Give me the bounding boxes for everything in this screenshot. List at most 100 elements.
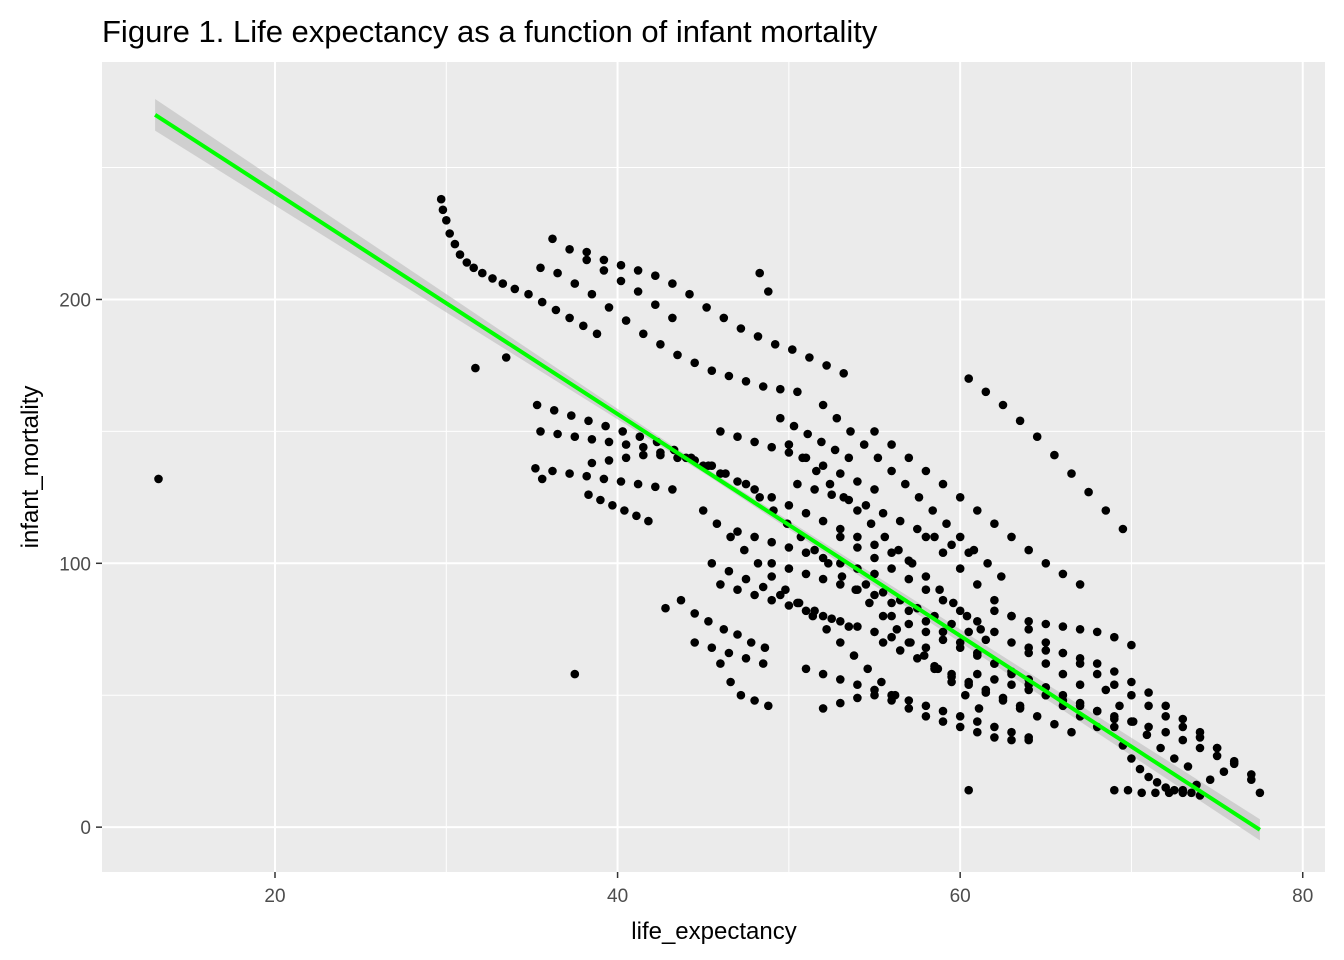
data-point xyxy=(938,595,948,605)
data-point xyxy=(599,255,609,265)
data-point xyxy=(1058,669,1068,679)
data-point xyxy=(565,313,574,323)
data-point xyxy=(955,532,965,542)
fit-line xyxy=(154,113,1261,832)
data-point xyxy=(827,614,836,623)
data-point xyxy=(1183,762,1193,771)
data-point xyxy=(719,313,729,323)
data-point xyxy=(1142,730,1152,740)
data-point xyxy=(579,321,588,331)
data-point xyxy=(887,611,896,621)
data-point xyxy=(990,606,999,616)
data-point xyxy=(567,411,576,420)
data-point xyxy=(741,377,751,386)
data-point xyxy=(921,643,931,652)
data-point xyxy=(895,516,905,526)
data-point xyxy=(537,297,547,307)
data-point xyxy=(935,585,944,594)
data-point xyxy=(865,598,874,608)
data-point xyxy=(801,569,811,579)
data-point xyxy=(537,474,547,484)
data-point xyxy=(1015,416,1025,426)
data-point xyxy=(964,627,973,637)
data-point xyxy=(1092,706,1102,716)
data-point xyxy=(707,559,717,568)
data-point xyxy=(870,569,879,579)
data-point xyxy=(892,625,902,634)
data-point xyxy=(584,490,593,500)
data-point xyxy=(921,701,931,711)
data-point xyxy=(976,625,985,634)
data-point xyxy=(536,427,545,436)
data-point xyxy=(955,712,965,721)
data-point xyxy=(565,245,574,254)
data-point xyxy=(618,427,627,436)
data-point xyxy=(1024,685,1033,695)
data-point xyxy=(1135,764,1145,774)
y-tick-label: 100 xyxy=(59,554,91,575)
data-point xyxy=(1110,712,1119,721)
data-point xyxy=(887,598,896,608)
data-point xyxy=(853,506,862,515)
tick-marks xyxy=(96,298,1304,878)
data-point xyxy=(818,611,828,621)
data-point xyxy=(878,611,888,621)
data-point xyxy=(853,532,862,542)
data-point xyxy=(651,271,660,281)
data-point xyxy=(1178,714,1188,724)
x-axis-title: life_expectancy xyxy=(631,918,796,945)
data-point xyxy=(1024,625,1033,634)
data-point xyxy=(741,654,751,663)
data-point xyxy=(870,553,879,563)
gridlines xyxy=(102,62,1325,872)
data-point xyxy=(921,585,931,594)
data-point xyxy=(587,435,597,444)
data-point xyxy=(1058,648,1068,658)
data-point xyxy=(767,559,776,568)
data-point xyxy=(501,353,511,362)
data-point xyxy=(836,675,845,684)
data-point xyxy=(1041,659,1051,668)
data-point xyxy=(873,453,883,463)
data-point xyxy=(793,387,802,397)
data-point xyxy=(853,543,862,552)
data-point xyxy=(750,437,759,447)
data-point xyxy=(1084,487,1093,497)
data-point xyxy=(949,598,958,608)
data-point xyxy=(810,485,819,494)
data-point xyxy=(733,477,742,486)
data-point xyxy=(668,313,677,323)
data-point xyxy=(488,274,497,283)
data-point xyxy=(707,366,717,376)
data-point xyxy=(724,371,734,381)
data-point xyxy=(947,540,956,550)
data-point xyxy=(553,429,562,439)
data-point xyxy=(767,537,776,547)
data-point xyxy=(818,516,828,526)
data-point xyxy=(853,622,862,631)
data-point xyxy=(784,501,794,510)
data-point xyxy=(1050,450,1059,460)
data-point xyxy=(998,400,1008,410)
data-point xyxy=(1024,648,1033,658)
data-point xyxy=(455,250,465,259)
data-point xyxy=(853,477,862,486)
data-point xyxy=(604,456,614,465)
data-point xyxy=(784,440,794,449)
data-point xyxy=(824,559,833,568)
data-point xyxy=(565,469,574,478)
data-point xyxy=(1007,638,1016,647)
data-point xyxy=(661,603,670,613)
data-point xyxy=(955,606,965,616)
data-point xyxy=(604,303,614,312)
data-point xyxy=(1118,524,1128,534)
data-point xyxy=(938,717,948,726)
data-point xyxy=(673,350,682,360)
data-point xyxy=(784,601,794,610)
data-point xyxy=(1161,701,1170,711)
data-point xyxy=(656,340,665,349)
data-point xyxy=(767,493,776,502)
data-point xyxy=(1032,712,1042,721)
data-point xyxy=(633,479,643,489)
data-point xyxy=(690,609,699,618)
